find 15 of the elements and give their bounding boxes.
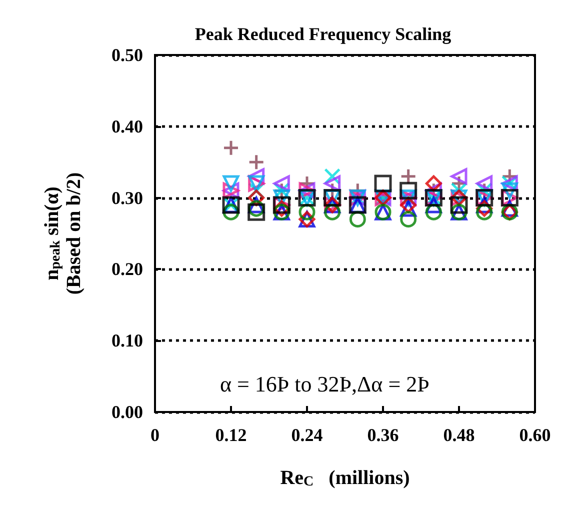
- x-tick-label: 0.12: [215, 425, 247, 445]
- y-tick-label: 0.30: [112, 188, 143, 208]
- x-tick-label: 0: [150, 425, 160, 445]
- x-tick-label: 0.60: [519, 425, 551, 445]
- y-tick-label: 0.00: [112, 402, 143, 422]
- chart-title: Peak Reduced Frequency Scaling: [194, 24, 452, 44]
- x-tick-label: 0.24: [291, 425, 323, 445]
- x-tick-label: 0.36: [367, 425, 399, 445]
- y-tick-label: 0.50: [112, 45, 143, 65]
- x-axis-title: ReC (millions): [280, 467, 410, 490]
- y-tick-label: 0.10: [112, 330, 143, 351]
- x-tick-label: 0.48: [443, 425, 475, 445]
- annotation: α = 16Þ to 32Þ,Δα = 2Þ: [220, 372, 430, 396]
- y-tick-label: 0.40: [112, 116, 143, 136]
- y-tick-label: 0.20: [112, 259, 143, 280]
